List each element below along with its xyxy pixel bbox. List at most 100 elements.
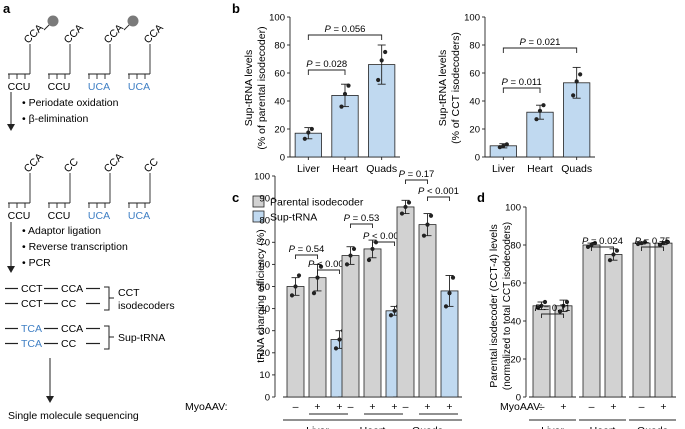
panel-c-label: c (232, 190, 239, 205)
panel-d-ylabel-line1: Parental isodecoder (CCT-4) levels (488, 224, 500, 387)
panel-b-chart: b Sup-tRNA levels (% of parental isodeco… (232, 1, 400, 175)
b-p-value: P = 0.028 (306, 59, 347, 70)
panel-d-chart: d Parental isodecoder (CCT-4) levels (no… (477, 190, 676, 429)
c-p-value: P = 0.17 (399, 169, 435, 180)
panel-b-ylabel-line1: Sup-tRNA levels (243, 50, 255, 126)
b-datapoint (306, 130, 311, 135)
d-datapoint (664, 239, 670, 244)
c-datapoint (450, 275, 456, 280)
c-datapoint (388, 313, 394, 318)
c-treatment-label: – (348, 401, 354, 413)
b-datapoint (376, 77, 381, 83)
trna-tail-label: CCA (22, 22, 46, 46)
c-group-label: Liver (306, 425, 329, 429)
c-bar (418, 224, 437, 398)
step-beta-elimination: • β-elimination (22, 113, 88, 125)
c-datapoint (289, 293, 295, 298)
aminoacyl-ball (47, 15, 59, 27)
c-datapoint (366, 257, 372, 263)
read-right-label: CCA (61, 283, 83, 295)
read-right-label: CCA (61, 323, 83, 335)
c-p-value: P < 0.001 (308, 259, 349, 270)
c-datapoint (428, 213, 434, 218)
b-y-tick-label: 80 (274, 40, 285, 51)
panel-b-right-chart: Sup-tRNA levels (% of CCT isodecoders) 0… (437, 12, 595, 175)
c-p-value: P < 0.001 (363, 231, 404, 242)
b-right-y-tick-label: 20 (469, 124, 480, 135)
d-datapoint (661, 241, 666, 246)
c-group-label: Quads (412, 425, 443, 429)
trna-anticodon-label: CCU (8, 81, 31, 93)
arrow-3-head (46, 396, 54, 403)
d-treatment-label: – (589, 401, 595, 413)
trna-row-top: CCU CCA CCU CCA UCA CCA UCA CCA (8, 15, 166, 93)
trna-anticodon-label: UCA (88, 210, 110, 222)
c-datapoint (443, 304, 449, 309)
trna-tail-label: CC (62, 156, 82, 176)
panel-d-label: d (477, 190, 485, 205)
d-datapoint (642, 240, 648, 245)
d-bar (604, 254, 623, 398)
d-bar (554, 305, 573, 398)
c-treatment-label: + (336, 401, 342, 413)
aminoacyl-ball (127, 15, 139, 27)
d-treatment-label: + (560, 401, 566, 413)
d-datapoint (635, 241, 641, 247)
d-y-tick-label: 60 (510, 278, 521, 289)
read-left-label: CCT (21, 283, 43, 295)
b-datapoint (346, 83, 351, 88)
d-group-label: Quads (637, 425, 668, 429)
panel-a-schematic: a CCU CCA CCU CCA UCA CCA UCA CCA • Periodate o… (3, 1, 175, 422)
group-label-sup-trna: Sup-tRNA (118, 332, 165, 344)
panel-c-legend: Parental isodecoder Sup-tRNA (252, 195, 364, 224)
b-y-tick-label: 60 (274, 68, 285, 79)
c-datapoint (392, 308, 397, 313)
c-y-tick-label: 50 (259, 282, 270, 293)
d-datapoint (539, 303, 544, 308)
b-datapoint (309, 126, 314, 132)
d-p-value: P = 0.75 (635, 236, 671, 247)
step-pcr: • PCR (22, 257, 51, 269)
b-right-datapoint (504, 142, 509, 147)
panel-d-myoaav-label: MyoAAV: (500, 401, 543, 413)
d-group-label: Liver (541, 425, 564, 429)
b-right-significance-bracket (502, 47, 578, 53)
arrow-2-head (7, 266, 15, 273)
trna-anticodon-label: CCU (48, 210, 71, 222)
d-datapoint (639, 241, 644, 246)
d-datapoint (561, 303, 566, 308)
c-y-tick-label: 30 (259, 326, 270, 337)
d-y-tick-label: 100 (505, 202, 521, 213)
read-left-label: TCA (21, 338, 42, 350)
panel-b-plot: 0 20 40 60 80 100 Liver Heart Quads P = 0.028 P = … (269, 12, 400, 175)
b-x-tick-label: Liver (297, 163, 320, 175)
c-bar (286, 286, 305, 398)
panel-d-ylabel-line2: (normalized to total CCT isodecoders) (502, 222, 513, 390)
c-datapoint (311, 291, 317, 296)
c-treatment-label: – (293, 401, 299, 413)
step-periodate: • Periodate oxidation (22, 97, 119, 109)
c-treatment-label: + (446, 401, 452, 413)
c-y-tick-label: 80 (259, 216, 270, 227)
c-y-tick-label: 100 (254, 171, 270, 182)
trna-anticodon-label: UCA (88, 81, 110, 93)
d-datapoint (585, 244, 591, 249)
aminoacyl-link (123, 23, 131, 31)
c-group-label: Heart (360, 425, 386, 429)
trna-tail-label: CCA (22, 151, 46, 175)
d-datapoint (564, 299, 570, 305)
d-bar (654, 242, 673, 398)
c-datapoint (293, 284, 298, 289)
panel-b-label: b (232, 1, 240, 16)
group-label-cct: CCT (118, 287, 140, 299)
bracket-isodecoders (104, 286, 110, 311)
b-right-x-tick-label: Heart (527, 163, 553, 175)
panel-c-ylabel: tRNA charging efficiency (%) (255, 229, 267, 362)
b-x-tick-label: Heart (332, 163, 358, 175)
c-datapoint (315, 275, 320, 280)
b-right-p-value: P = 0.021 (520, 37, 561, 48)
group-label-isodecoders: isodecoders (118, 300, 175, 312)
c-bar (308, 277, 327, 398)
